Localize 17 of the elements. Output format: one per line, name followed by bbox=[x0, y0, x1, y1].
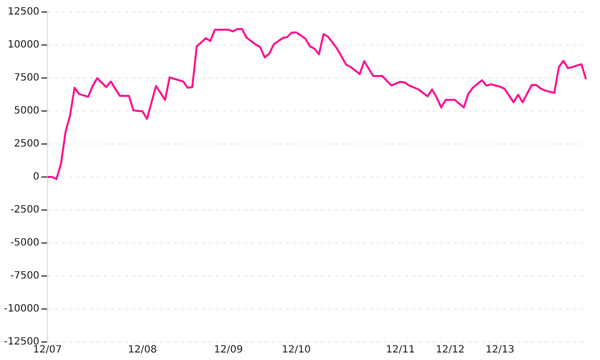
y-tick-label: 7500 bbox=[14, 72, 40, 84]
y-tick-label: 5000 bbox=[14, 106, 40, 117]
y-tick-label: -5000 bbox=[10, 238, 40, 249]
y-tick-label: -7500 bbox=[10, 270, 40, 282]
y-tick-label: 10000 bbox=[8, 40, 40, 51]
x-tick-label: 12/12 bbox=[436, 344, 465, 356]
x-tick-label: 12/08 bbox=[128, 344, 157, 356]
y-tick-label: -2500 bbox=[10, 204, 40, 216]
x-tick-label: 12/13 bbox=[486, 344, 514, 356]
y-tick-label: 0 bbox=[33, 172, 40, 183]
x-tick-label: 12/09 bbox=[214, 344, 243, 356]
x-tick-label: 12/11 bbox=[386, 344, 415, 356]
y-tick-label: 12500 bbox=[8, 6, 40, 18]
y-tick-label: 2500 bbox=[14, 138, 40, 150]
x-tick-label: 12/10 bbox=[282, 344, 311, 356]
y-tick-label: -10000 bbox=[4, 304, 40, 315]
x-tick-label: 12/07 bbox=[33, 344, 62, 356]
